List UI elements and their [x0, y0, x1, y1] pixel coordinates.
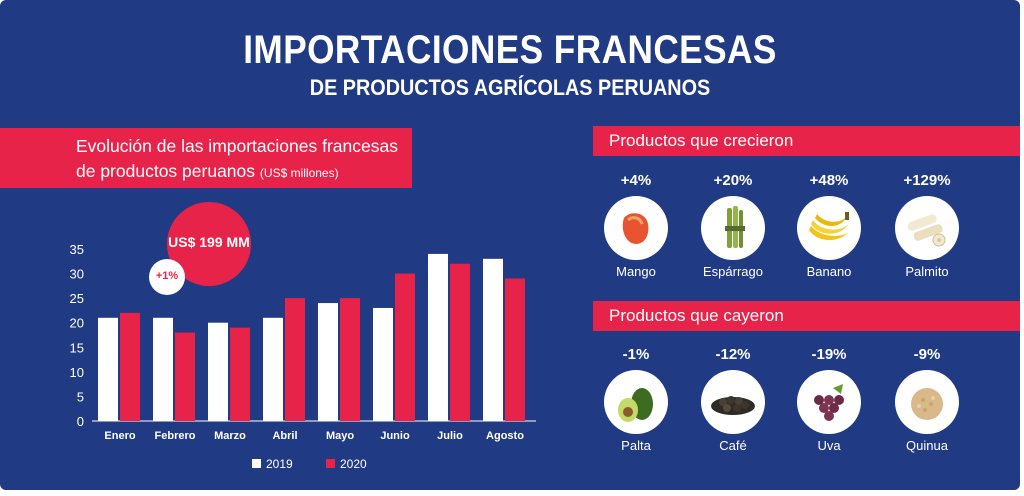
- legend-label-2019: 2019: [266, 457, 293, 471]
- legend-swatch-2019: [252, 459, 261, 468]
- bar-2020-enero: [120, 312, 140, 421]
- grew-heading-banner: Productos que crecieron: [593, 126, 1020, 156]
- bar-2019-enero: [98, 317, 118, 421]
- product-coffee: -12% Café: [688, 346, 778, 453]
- product-name: Quinua: [906, 438, 948, 453]
- product-avocado: -1% Palta: [591, 346, 681, 453]
- x-tick-label: Agosto: [486, 430, 524, 442]
- bar-2019-mayo: [318, 303, 338, 421]
- y-tick-label: 35: [70, 242, 84, 257]
- product-pct: +20%: [713, 172, 753, 189]
- product-name: Café: [719, 438, 747, 453]
- x-tick-label: Enero: [104, 430, 135, 442]
- product-pct: -12%: [715, 346, 751, 363]
- main-subtitle: DE PRODUCTOS AGRÍCOLAS PERUANOS: [309, 75, 711, 100]
- bar-2019-julio: [428, 253, 448, 421]
- y-tick-label: 30: [70, 267, 84, 282]
- x-tick-label: Febrero: [155, 430, 196, 442]
- legend-swatch-2020: [326, 459, 335, 468]
- product-pct: -9%: [913, 346, 941, 363]
- bar-2019-marzo: [208, 322, 228, 421]
- product-name: Espárrago: [703, 264, 763, 279]
- fell-heading-banner: Productos que cayeron: [593, 301, 1020, 331]
- bar-2020-mayo: [340, 298, 360, 421]
- product-name: Palmito: [905, 264, 949, 279]
- product-pct: -19%: [811, 346, 847, 363]
- x-tick-label: Marzo: [214, 430, 246, 442]
- product-quinoa: -9% Quinua: [882, 346, 972, 453]
- y-tick-label: 15: [70, 340, 84, 355]
- palm-heart-icon: [895, 196, 959, 260]
- x-tick-label: Julio: [437, 430, 463, 442]
- change-callout-text: +1%: [155, 270, 179, 282]
- y-tick-label: 20: [70, 316, 84, 331]
- y-tick-label: 5: [77, 389, 84, 404]
- y-tick-label: 10: [70, 365, 84, 380]
- product-name: Palta: [621, 438, 651, 453]
- product-pct: +48%: [809, 172, 849, 189]
- y-tick-label: 0: [77, 414, 84, 429]
- y-tick-label: 25: [70, 291, 84, 306]
- change-callout-bubble: +1%: [149, 259, 185, 295]
- chart-heading-unit: (US$ millones): [259, 166, 339, 180]
- banana-icon: [797, 196, 861, 260]
- chart-heading-line1: Evolución de las importaciones francesas: [76, 136, 398, 156]
- bar-2019-febrero: [153, 317, 173, 421]
- legend-label-2020: 2020: [340, 457, 367, 471]
- grapes-icon: [797, 370, 861, 434]
- main-title: IMPORTACIONES FRANCESAS: [243, 28, 777, 72]
- product-name: Uva: [817, 438, 841, 453]
- bar-2020-marzo: [230, 327, 250, 421]
- product-name: Mango: [616, 264, 656, 279]
- grew-heading: Productos que crecieron: [609, 131, 794, 150]
- x-tick-label: Mayo: [326, 430, 354, 442]
- x-tick-label: Junio: [380, 430, 410, 442]
- product-banana: +48% Banano: [784, 172, 874, 279]
- product-mango: +4% Mango: [591, 172, 681, 279]
- bar-2020-julio: [450, 263, 470, 421]
- bar-2019-junio: [373, 307, 393, 421]
- bar-2020-febrero: [175, 332, 195, 421]
- avocado-icon: [604, 370, 668, 434]
- asparagus-icon: [701, 196, 765, 260]
- bar-2020-agosto: [505, 278, 525, 421]
- quinoa-icon: [895, 370, 959, 434]
- product-pct: +4%: [620, 172, 652, 189]
- bar-2019-abril: [263, 317, 283, 421]
- mango-icon: [604, 196, 668, 260]
- chart-heading-line2: de productos peruanos (US$ millones): [76, 161, 339, 182]
- product-pct: +129%: [903, 172, 951, 189]
- product-name: Banano: [806, 264, 852, 279]
- bar-2020-abril: [285, 298, 305, 421]
- bar-2020-junio: [395, 273, 415, 421]
- chart-heading-banner: Evolución de las importaciones francesas…: [0, 128, 412, 188]
- product-pct: -1%: [622, 346, 650, 363]
- coffee-beans-icon: [701, 370, 765, 434]
- product-grapes: -19% Uva: [784, 346, 874, 453]
- product-asparagus: +20% Espárrago: [688, 172, 778, 279]
- x-tick-label: Abril: [272, 430, 297, 442]
- bar-2019-agosto: [483, 258, 503, 421]
- bar-chart: 0 5 10 15 20 25 30 35 Enero Febrero Marzo Abril Mayo…: [70, 242, 536, 471]
- chart-heading-line2-text: de productos peruanos: [76, 161, 256, 181]
- product-palm-heart: +129% Palmito: [882, 172, 972, 279]
- total-callout-text: US$ 199 MM: [168, 234, 250, 250]
- fell-heading: Productos que cayeron: [609, 306, 784, 325]
